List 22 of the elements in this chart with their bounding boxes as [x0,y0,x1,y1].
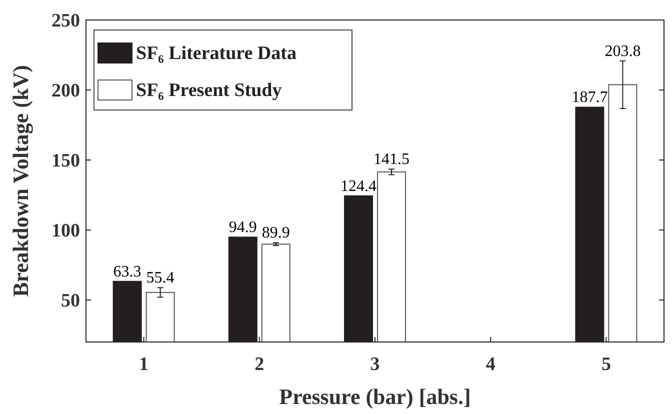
y-tick-label: 250 [52,10,80,32]
y-axis-title: Breakdown Voltage (kV) [8,65,33,297]
x-tick-label: 3 [370,354,380,375]
data-label: 124.4 [340,178,376,195]
data-label: 55.4 [146,270,174,287]
y-tick-label: 200 [52,80,80,102]
data-label: 63.3 [113,263,142,280]
x-axis-title: Pressure (bar) [abs.] [279,384,471,409]
legend-label: SF₆ Present Study [136,80,282,101]
y-tick-label: 100 [52,220,80,242]
data-label: 187.7 [572,89,608,106]
legend-label: SF₆ Literature Data [136,43,297,64]
y-tick-label: 150 [52,150,80,172]
x-tick-label: 1 [139,354,149,375]
data-label: 89.9 [262,224,290,242]
y-tick-label: 50 [61,290,80,312]
x-tick-label: 4 [486,354,496,375]
data-label: 94.9 [228,219,257,236]
x-tick-label: 2 [254,354,264,375]
data-label: 141.5 [374,151,410,168]
x-tick-label: 5 [601,354,611,375]
data-label: 203.8 [604,42,641,60]
